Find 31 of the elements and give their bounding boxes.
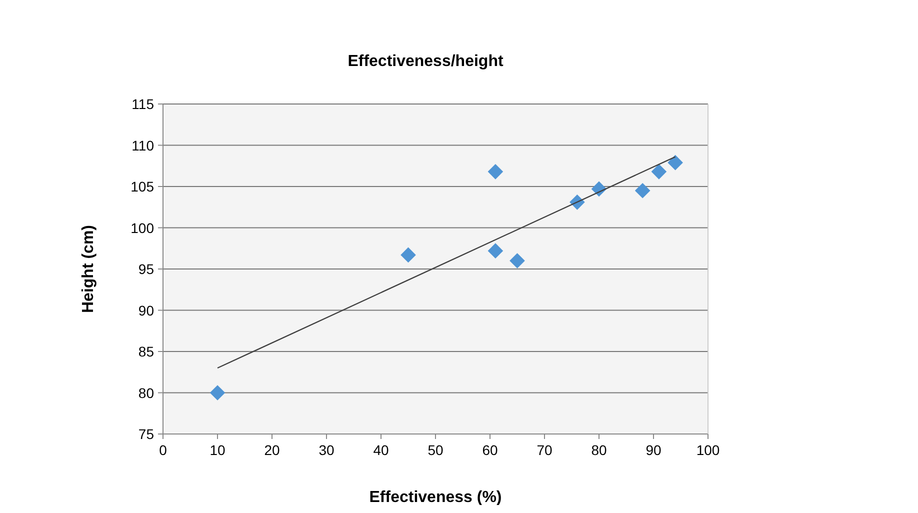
- y-tick-label: 75: [138, 426, 154, 442]
- x-tick-label: 10: [210, 442, 226, 458]
- x-tick-label: 90: [646, 442, 662, 458]
- point: [488, 164, 504, 180]
- point: [488, 243, 504, 259]
- y-tick-label: 105: [130, 178, 154, 194]
- y-tick-label: 115: [132, 96, 154, 112]
- x-tick-label: 20: [264, 442, 280, 458]
- x-tick-label: 0: [159, 442, 168, 458]
- x-tick-label: 50: [428, 442, 444, 458]
- x-tick-label: 80: [591, 442, 607, 458]
- x-tick-label: 70: [536, 442, 552, 458]
- y-tick-label: 110: [132, 137, 154, 154]
- y-tick-label: 80: [138, 384, 154, 401]
- x-tick-label: 60: [482, 442, 498, 458]
- point: [668, 154, 683, 170]
- y-tick-label: 90: [138, 302, 154, 318]
- x-tick-label: 40: [373, 442, 389, 458]
- point: [210, 385, 226, 400]
- x-tick-label: 100: [696, 442, 720, 458]
- point: [651, 164, 667, 180]
- y-tick-label: 85: [138, 344, 154, 360]
- point: [400, 247, 416, 263]
- point: [634, 182, 650, 198]
- y-tick-label: 100: [130, 220, 154, 236]
- y-axis-title: Height (cm): [80, 225, 97, 313]
- chart-title: Effectiveness/height: [348, 53, 504, 70]
- y-tick-label: 95: [138, 261, 154, 277]
- point: [510, 253, 525, 268]
- x-tick-label: 30: [318, 442, 334, 458]
- x-axis-title: Effectiveness (%): [369, 489, 502, 506]
